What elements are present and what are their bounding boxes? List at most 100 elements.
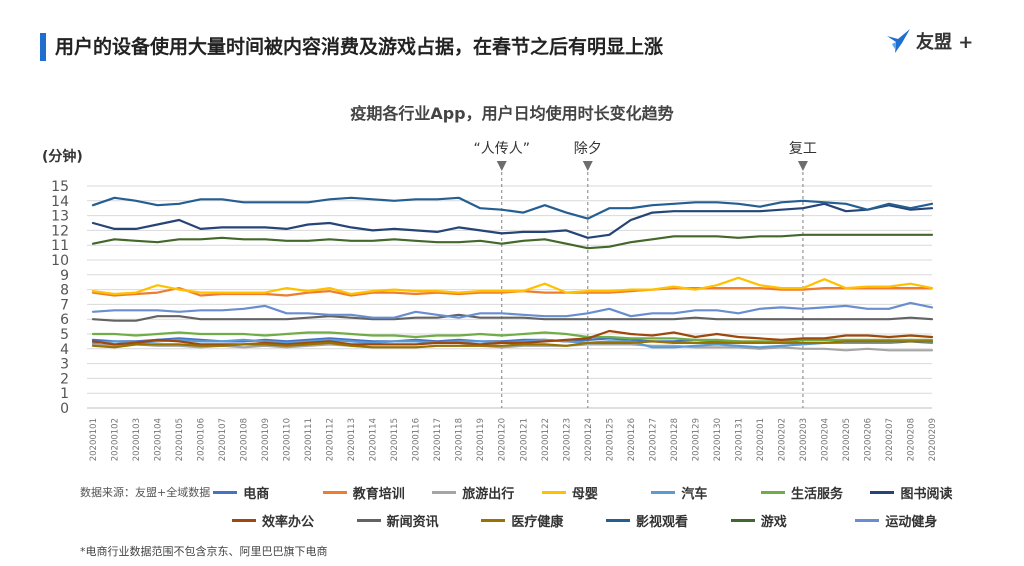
x-tick-label: 20200112 — [326, 418, 336, 461]
legend-label: 运动健身 — [885, 514, 938, 530]
x-tick-label: 20200129 — [691, 418, 701, 461]
legend-row: 效率办公 新闻资讯 医疗健康 影视观看 游戏 运动健身 — [80, 506, 980, 534]
legend-swatch — [606, 518, 631, 522]
brand-logo: 友盟 + — [884, 27, 973, 55]
x-tick-label: 20200105 — [175, 418, 185, 461]
legend-item: 汽车 — [651, 483, 761, 502]
y-tick-label: 10 — [51, 253, 69, 269]
x-tick-label: 20200102 — [111, 418, 121, 461]
legend-item: 旅游出行 — [432, 483, 542, 502]
data-source: 数据来源：友盟+全域数据 — [80, 486, 211, 499]
umeng-bird-icon — [887, 29, 910, 53]
x-tick-label: 20200209 — [928, 418, 938, 461]
y-tick-label: 9 — [60, 268, 69, 284]
series-line-11 — [91, 196, 934, 220]
y-tick-label: 15 — [51, 179, 69, 195]
x-tick-label: 20200118 — [455, 418, 465, 461]
y-tick-label: 8 — [60, 283, 69, 299]
legend-swatch — [651, 490, 676, 494]
x-tick-label: 20200203 — [799, 418, 809, 461]
legend-item: 效率办公 — [232, 511, 357, 530]
y-tick-label: 0 — [60, 401, 69, 417]
x-tick-label: 20200127 — [648, 418, 658, 461]
legend: 数据来源：友盟+全域数据 电商 教育培训 旅游出行 母婴 汽车 生活服务 图书阅读 效率办公… — [80, 478, 980, 534]
legend-swatch — [432, 490, 457, 494]
x-tick-label: 20200108 — [240, 418, 250, 461]
y-tick-label: 13 — [51, 209, 69, 225]
legend-swatch — [760, 490, 785, 494]
y-tick-label: 11 — [51, 238, 69, 254]
y-tick-label: 3 — [60, 357, 69, 373]
legend-swatch — [481, 518, 506, 522]
x-tick-label: 20200126 — [627, 418, 637, 461]
annotation-marker-icon — [797, 161, 808, 171]
annotation-marker-icon — [582, 161, 593, 171]
legend-label: 新闻资讯 — [386, 514, 439, 530]
legend-label: 汽车 — [681, 486, 708, 502]
y-tick-label: 4 — [60, 342, 69, 358]
legend-swatch — [232, 518, 256, 522]
x-tick-label: 20200116 — [412, 418, 422, 461]
x-tick-label: 20200106 — [197, 418, 207, 461]
legend-swatch — [541, 490, 566, 494]
series-line-12 — [91, 233, 934, 250]
legend-swatch — [870, 490, 895, 494]
legend-item: 运动健身 — [855, 511, 980, 530]
legend-swatch — [322, 490, 347, 494]
x-tick-label: 20200117 — [433, 418, 443, 461]
annotation-label: 除夕 — [574, 141, 602, 157]
x-tick-label: 20200119 — [476, 418, 486, 461]
annotation-label: 复工 — [789, 140, 817, 157]
legend-swatch — [213, 490, 238, 494]
annotation-marker-icon — [496, 161, 507, 171]
y-tick-label: 6 — [60, 312, 69, 328]
x-tick-label: 20200201 — [756, 418, 766, 461]
x-tick-label: 20200131 — [734, 418, 744, 461]
x-tick-label: 20200109 — [261, 418, 271, 461]
x-tick-label: 20200125 — [605, 418, 615, 461]
y-tick-label: 12 — [51, 223, 69, 239]
y-tick-label: 5 — [60, 327, 69, 343]
x-tick-label: 20200111 — [304, 418, 314, 461]
legend-swatch — [730, 518, 755, 522]
x-tick-label: 20200103 — [132, 418, 142, 461]
legend-swatch — [356, 518, 381, 522]
x-tick-label: 20200124 — [584, 418, 594, 461]
x-tick-label: 20200123 — [562, 418, 572, 461]
x-tick-label: 20200114 — [369, 418, 379, 461]
series-line-6 — [91, 331, 934, 343]
legend-label: 影视观看 — [636, 514, 689, 530]
x-tick-label: 20200113 — [347, 418, 357, 461]
legend-swatch — [855, 518, 880, 522]
x-tick-label: 20200120 — [498, 418, 508, 461]
x-tick-label: 20200128 — [670, 418, 680, 461]
legend-item: 生活服务 — [760, 483, 871, 502]
legend-item: 母婴 — [541, 483, 652, 502]
y-tick-label: 7 — [60, 297, 69, 313]
legend-label: 效率办公 — [262, 514, 315, 530]
y-tick-label: 1 — [60, 386, 69, 402]
x-tick-label: 20200110 — [283, 418, 293, 461]
x-tick-label: 20200204 — [820, 418, 830, 461]
legend-item: 影视观看 — [606, 511, 731, 530]
y-axis-unit: (分钟) — [42, 149, 83, 165]
x-tick-label: 20200122 — [541, 418, 551, 461]
x-tick-label: 20200207 — [885, 418, 895, 461]
y-tick-label: 2 — [60, 371, 69, 387]
brand-name: 友盟 + — [916, 32, 974, 53]
footnote: *电商行业数据范围不包含京东、阿里巴巴旗下电商 — [80, 545, 328, 558]
legend-label: 图书阅读 — [900, 486, 953, 502]
series-line-4 — [91, 276, 934, 296]
legend-item: 游戏 — [730, 511, 856, 530]
legend-label: 旅游出行 — [462, 486, 515, 502]
x-tick-label: 20200107 — [218, 418, 228, 461]
series-line-3 — [91, 343, 934, 352]
legend-label: 教育培训 — [352, 486, 405, 502]
page-title: 用户的设备使用大量时间被内容消费及游戏占据，在春节之后有明显上涨 — [55, 36, 664, 58]
series-line-13 — [91, 301, 934, 319]
legend-label: 游戏 — [760, 514, 787, 530]
x-tick-label: 20200104 — [154, 418, 164, 461]
legend-item: 教育培训 — [322, 483, 433, 502]
legend-label: 电商 — [243, 486, 270, 502]
